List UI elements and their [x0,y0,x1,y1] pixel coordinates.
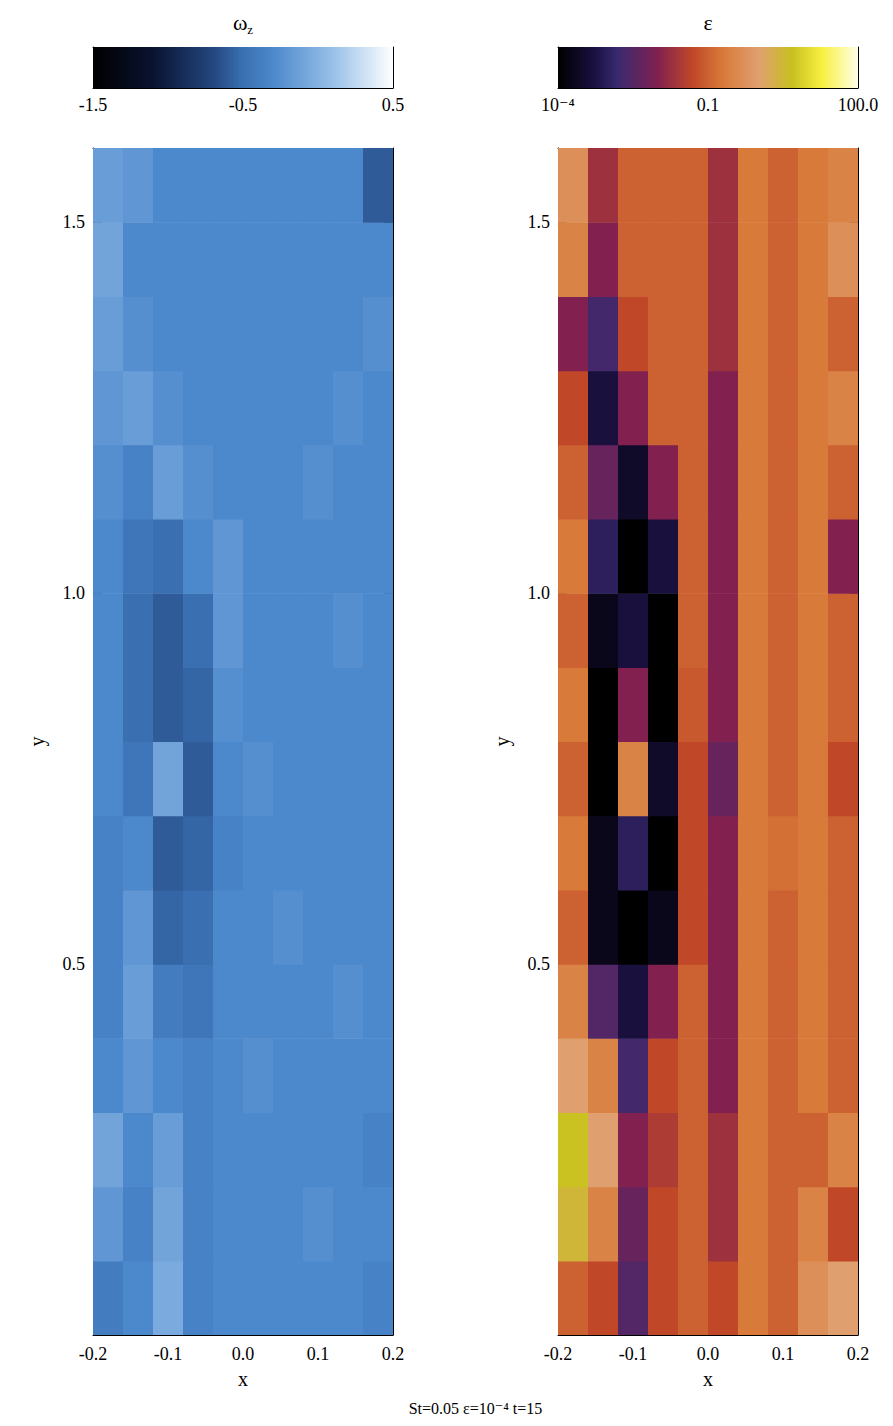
svg-text:100.0: 100.0 [838,95,879,115]
svg-text:0.2: 0.2 [382,1344,405,1364]
svg-text:St=0.05 ε=10⁻⁴ t=15: St=0.05 ε=10⁻⁴ t=15 [409,1400,543,1417]
svg-text:0.0: 0.0 [697,1344,720,1364]
svg-text:0.5: 0.5 [528,954,551,974]
svg-text:0.5: 0.5 [63,954,86,974]
svg-text:-0.1: -0.1 [154,1344,183,1364]
svg-text:y: y [26,737,49,747]
svg-text:0.1: 0.1 [772,1344,795,1364]
svg-text:0.2: 0.2 [847,1344,870,1364]
svg-text:-0.2: -0.2 [544,1344,573,1364]
svg-text:10⁻⁴: 10⁻⁴ [541,95,575,115]
svg-text:-0.2: -0.2 [79,1344,108,1364]
svg-text:ε: ε [703,10,712,35]
svg-text:-1.5: -1.5 [79,95,108,115]
svg-text:0.0: 0.0 [232,1344,255,1364]
svg-text:x: x [238,1368,248,1390]
svg-text:1.0: 1.0 [63,583,86,603]
svg-text:1.5: 1.5 [528,212,551,232]
svg-text:x: x [703,1368,713,1390]
svg-text:z: z [247,22,253,37]
svg-text:ω: ω [233,10,247,35]
svg-text:-0.5: -0.5 [229,95,258,115]
svg-text:0.1: 0.1 [697,95,720,115]
svg-text:0.5: 0.5 [382,95,405,115]
svg-text:y: y [491,737,514,747]
svg-text:-0.1: -0.1 [619,1344,648,1364]
svg-text:1.0: 1.0 [528,583,551,603]
svg-text:1.5: 1.5 [63,212,86,232]
svg-text:0.1: 0.1 [307,1344,330,1364]
